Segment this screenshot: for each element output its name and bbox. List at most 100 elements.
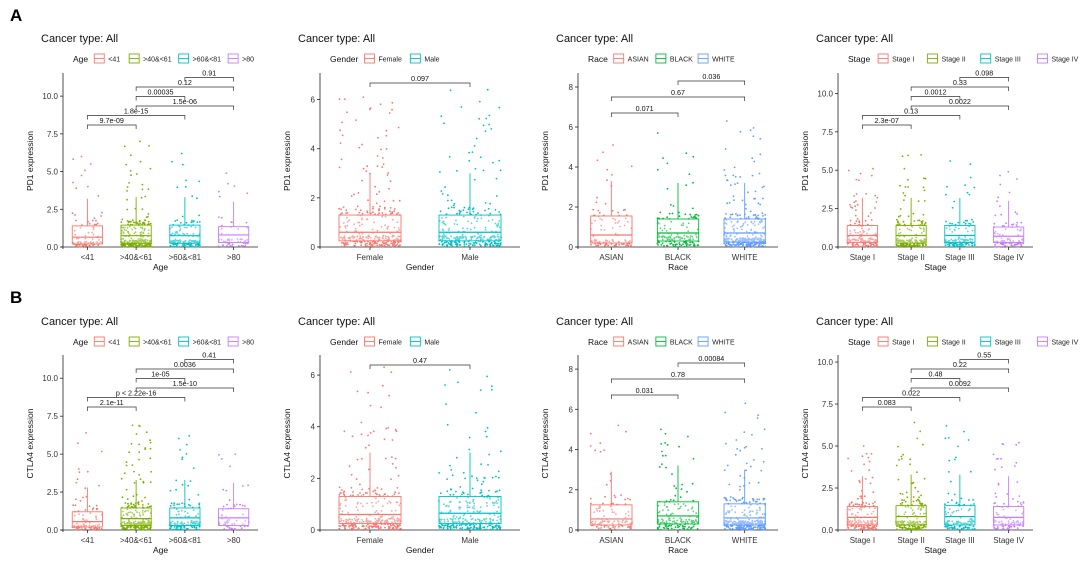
data-point [691,526,693,529]
data-point [656,132,659,134]
data-point [380,148,382,151]
data-point [755,500,758,503]
data-point [185,443,188,446]
data-point [1005,222,1007,225]
data-point [672,245,675,248]
data-point [169,244,172,247]
data-point [174,233,176,236]
data-point [88,222,91,225]
data-point [126,241,129,243]
data-point [595,245,597,248]
data-point [397,235,399,238]
data-point [897,215,900,218]
data-point [1008,191,1011,194]
data-point [597,527,600,530]
data-point [475,477,478,480]
data-point [181,456,184,459]
data-point [968,244,970,246]
data-point [355,230,358,233]
data-point [733,498,736,501]
data-point [624,208,626,211]
data-point [854,222,856,225]
data-point [391,439,394,441]
data-point [596,244,599,247]
data-point [751,157,754,160]
data-point [384,493,386,496]
data-point [240,245,243,248]
data-point [675,487,677,490]
data-point [180,526,183,529]
data-point [143,526,146,529]
data-point [1020,245,1023,247]
data-point [75,528,78,531]
data-point [396,528,399,531]
data-point [968,193,971,196]
data-point [752,135,755,138]
data-point [955,245,958,248]
data-point [190,221,193,224]
data-point [237,228,240,230]
data-point [452,204,455,207]
data-point [144,496,146,499]
data-point [958,243,961,246]
data-point [460,528,463,531]
data-point [340,158,343,161]
data-point [125,464,128,467]
data-point [694,214,697,216]
data-point [218,195,221,198]
data-point [76,527,79,530]
data-point [450,241,453,244]
data-point [392,199,395,202]
data-point [226,239,229,241]
data-point [399,244,401,247]
data-point [77,240,80,243]
significance-bracket [862,124,912,129]
data-point [630,525,632,528]
data-point [190,225,193,228]
x-tick-label: Stage II [897,536,925,545]
data-point [175,488,178,491]
data-point [375,526,377,529]
data-point [729,216,732,219]
data-point [464,477,467,480]
data-point [999,205,1001,208]
data-point [78,468,80,470]
data-point [139,140,141,143]
data-point [443,236,445,239]
x-tick-label: Stage I [850,253,875,262]
data-point [400,527,402,530]
data-point [456,243,458,246]
data-point [666,187,669,190]
data-point [477,212,479,215]
data-point [446,527,449,530]
chart-title: Cancer type: All [298,316,375,328]
y-axis-label: PD1 expression [25,131,35,191]
data-point [399,524,401,527]
data-point [130,442,133,445]
p-value-label: 0.097 [411,74,429,83]
data-point [482,124,485,127]
data-point [854,244,857,246]
data-point [484,226,487,229]
data-point [478,526,481,529]
data-point [673,528,676,531]
data-point [366,245,369,248]
legend-label: ASIAN [628,340,649,347]
data-point [138,245,141,248]
data-point [969,223,972,225]
data-point [92,226,95,229]
data-point [344,524,347,527]
data-point [482,480,485,483]
data-point [669,499,672,501]
data-point [231,243,234,246]
data-point [902,453,904,456]
data-point [147,528,150,531]
data-point [383,438,386,441]
data-point [485,528,488,531]
data-point [364,244,367,247]
data-point [90,528,92,531]
data-point [188,498,191,501]
data-point [660,443,663,445]
y-tick-label: 0 [569,243,574,252]
data-point [676,524,679,527]
